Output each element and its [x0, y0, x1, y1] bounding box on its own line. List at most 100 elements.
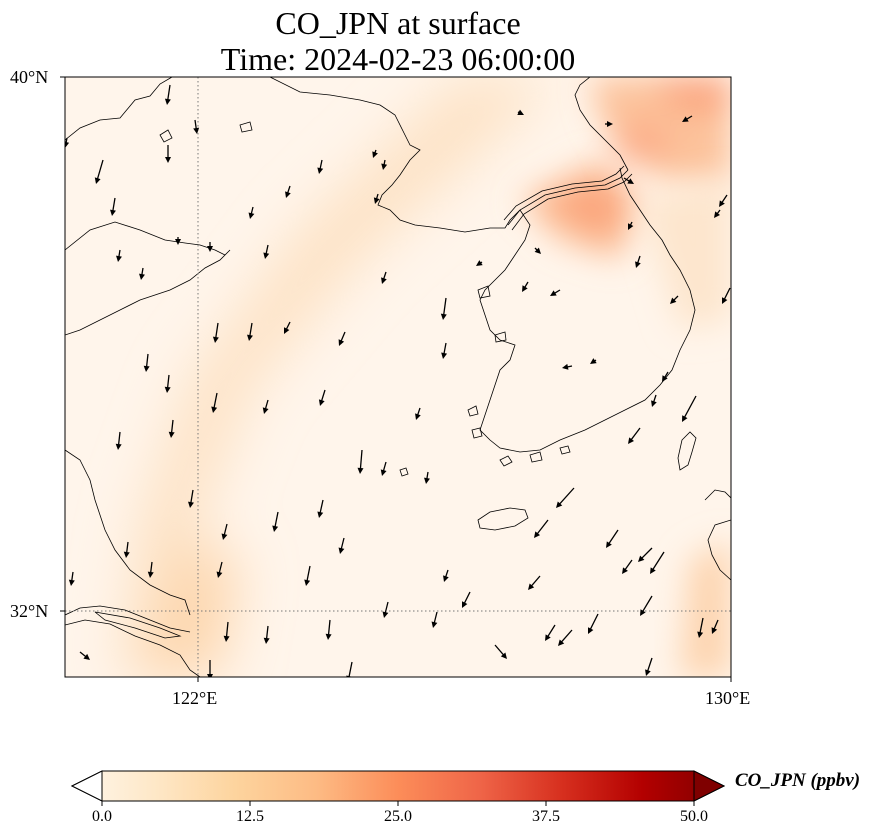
wind-arrow	[662, 371, 669, 382]
wind-arrow	[711, 619, 719, 634]
wind-arrow	[528, 575, 541, 590]
colorbar	[70, 770, 726, 806]
wind-arrow	[164, 374, 171, 393]
wind-arrow	[623, 177, 634, 184]
wind-arrow	[443, 569, 449, 582]
wind-arrow	[441, 342, 448, 359]
coastline-yangtze-north	[65, 605, 191, 633]
border-nk-china-c	[503, 165, 625, 221]
border-nk-china-a	[507, 169, 629, 226]
plume-band	[120, 77, 560, 677]
wind-arrow	[318, 389, 326, 406]
wind-arrow	[380, 461, 387, 476]
coastline-jiangsu	[65, 449, 191, 616]
island-jeju	[477, 507, 529, 531]
wind-arrow	[534, 519, 549, 538]
wind-arrow	[211, 392, 218, 413]
wind-arrow	[147, 561, 154, 578]
wind-arrow	[165, 145, 171, 163]
wind-arrow	[115, 431, 122, 450]
wind-arrow	[645, 657, 653, 676]
colorbar-tick-3: 37.5	[532, 808, 560, 825]
wind-arrow	[68, 571, 75, 586]
wind-arrow	[606, 529, 619, 548]
northeast-hotspot	[590, 77, 731, 180]
wind-arrow	[440, 297, 447, 320]
wind-arrow	[719, 194, 728, 207]
colorbar-extend-min	[70, 770, 103, 802]
wind-arrow	[415, 407, 421, 420]
wind-arrow	[381, 159, 388, 170]
map-frame	[64, 76, 732, 678]
wind-arrow	[285, 185, 291, 198]
wind-arrow	[325, 619, 332, 640]
wind-arrow	[116, 249, 122, 262]
coastline-china-north	[65, 77, 173, 141]
colorbar-tick-2: 25.0	[384, 808, 412, 825]
wind-arrow	[640, 595, 653, 616]
wind-arrow	[545, 624, 556, 641]
wind-arrow	[628, 221, 634, 230]
wind-arrow	[94, 159, 104, 184]
colorbar-tick-0: 0.0	[92, 808, 112, 825]
wind-arrow	[65, 137, 70, 148]
colorbar-tick-1: 12.5	[236, 808, 264, 825]
wind-arrow	[193, 119, 200, 134]
wind-vectors	[65, 84, 731, 677]
wind-arrow	[357, 449, 364, 474]
wind-arrow	[651, 394, 657, 407]
island-tsushima	[677, 431, 697, 471]
wind-arrow	[534, 247, 541, 254]
wind-arrow	[517, 109, 524, 115]
east-coast-band	[640, 180, 731, 330]
wind-arrow	[622, 559, 633, 574]
axis-ticks	[60, 76, 732, 682]
wind-arrow	[590, 358, 597, 364]
lon-label-122e: 122°E	[172, 688, 218, 708]
colorbar-extend-max	[693, 770, 726, 802]
wind-arrow	[381, 271, 387, 284]
wind-arrow	[188, 489, 194, 508]
map-subtitle-time: Time: 2024-02-23 06:00:00	[220, 41, 576, 77]
coastline-kyushu	[704, 489, 731, 581]
southeast-hotspot	[680, 540, 731, 677]
wind-arrow	[682, 115, 693, 122]
colorbar-bar	[70, 770, 726, 802]
map-title: CO_JPN at surface	[275, 5, 521, 41]
wind-arrow	[263, 625, 270, 644]
wind-arrow	[317, 499, 324, 518]
wind-arrow	[338, 537, 345, 554]
border-nk-china-b	[511, 173, 633, 231]
wind-arrow	[638, 547, 653, 562]
wind-arrow	[714, 209, 721, 218]
wind-arrow	[212, 322, 219, 343]
wind-arrow	[216, 561, 223, 578]
coastline-northeast	[574, 77, 629, 171]
wind-arrow	[168, 419, 175, 438]
wind-arrow	[223, 621, 230, 642]
wind-arrow	[263, 244, 270, 259]
wind-arrow	[697, 617, 704, 638]
coastline-shandong	[65, 221, 231, 336]
lat-label-40n: 40°N	[10, 67, 49, 87]
wind-arrow	[558, 629, 573, 646]
wind-arrow	[424, 471, 430, 484]
wind-arrow	[207, 660, 213, 677]
small-islands	[159, 121, 571, 477]
coastline-liaodong	[269, 77, 521, 233]
wind-arrow	[139, 267, 145, 280]
wind-arrow	[123, 541, 130, 558]
wind-arrow	[272, 511, 279, 532]
coastline-korea-west	[479, 167, 696, 453]
wind-arrow	[317, 159, 324, 174]
korea-hotspot	[520, 160, 640, 260]
concentration-field	[65, 77, 731, 677]
wind-arrow	[670, 295, 679, 304]
wind-arrow	[248, 206, 255, 219]
coastlines	[65, 77, 731, 677]
wind-arrow	[304, 565, 311, 586]
wind-arrow	[628, 427, 641, 444]
wind-arrow	[522, 281, 529, 292]
gridlines	[65, 77, 731, 677]
wind-arrow	[143, 353, 150, 372]
